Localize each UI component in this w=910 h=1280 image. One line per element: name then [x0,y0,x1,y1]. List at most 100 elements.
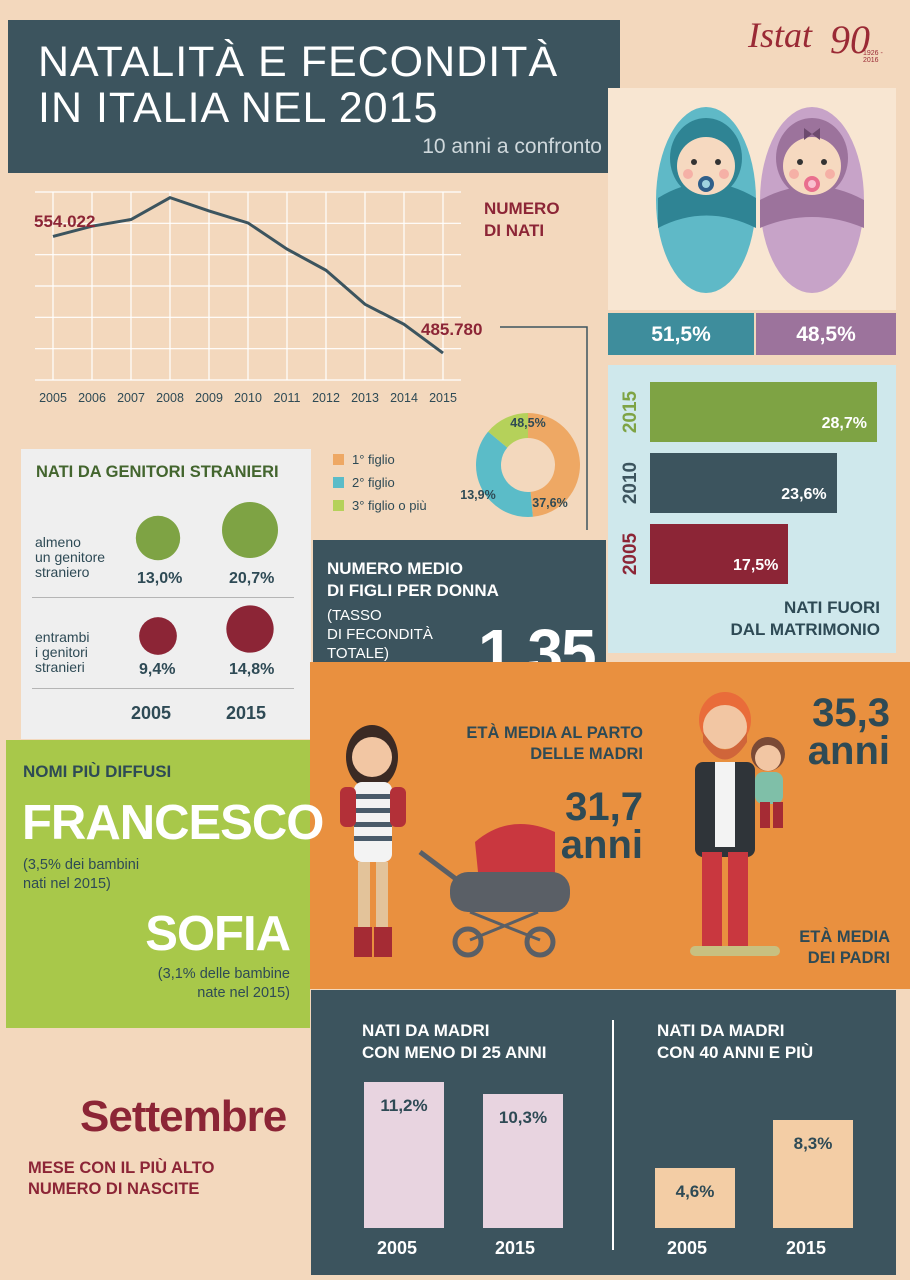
foreign-parents-panel [21,449,311,739]
donut-slice [476,431,533,517]
births-title-line2: DI NATI [484,221,545,240]
x-tick-label: 2006 [78,391,106,405]
fertility-subtitle: (TASSO DI FECONDITÀ TOTALE) [327,607,433,662]
donut-slice-label: 48,5% [510,416,545,430]
donut-slice-label: 13,9% [460,488,495,502]
foreign-row2-2015-value: 14,8% [229,661,275,678]
top-girl-name-note: (3,1% delle bambine nate nel 2015) [157,966,290,1001]
foreign-row1-label: almeno un genitore straniero [35,534,106,580]
wedlock-year-2005: 2005 [620,532,641,576]
male-share-bar: 51,5% [608,313,754,355]
births-chart-title: NUMERO DI NATI [484,198,560,242]
births-title-line1: NUMERO [484,199,560,218]
wedlock-chart-title: NATI FUORI DAL MATRIMONIO [730,598,880,639]
legend-swatch [333,500,344,511]
foreign-bubbles [135,502,278,655]
line-chart-x-ticks: 2005 2006 2007 2008 2009 2010 2011 2012 2013 2014… [39,391,457,405]
parent-age-panel [310,662,910,989]
wedlock-year-2015: 2015 [620,390,641,434]
baby-girl-icon [760,107,864,293]
young-mothers-title: NATI DA MADRI CON MENO DI 25 ANNI [362,1021,547,1062]
fertility-title: NUMERO MEDIO DI FIGLI PER DONNA [327,559,499,600]
bubble-row1-2005 [135,515,181,561]
foreign-divider [32,688,294,689]
foreign-row2-label: entrambi i genitori stranieri [35,629,90,675]
legend-item-first-child: 1° figlio [333,452,395,467]
young-mothers-year-2015: 2015 [495,1238,536,1258]
babies-panel [608,88,896,310]
young-mothers-year-2005: 2005 [377,1238,418,1258]
legend-item-third-child: 3° figlio o più [333,498,427,513]
istat-logo: Istat 90 1926 - 2016 [748,14,898,64]
legend-label: 1° figlio [352,452,395,467]
foreign-row1-2005-value: 13,0% [137,570,183,587]
donut-slice [488,413,528,448]
x-tick-label: 2010 [234,391,262,405]
logo-number: 90 [830,17,870,62]
mothers-divider [612,1020,614,1250]
toddler-icon [751,737,785,828]
line-chart-grid [35,191,461,381]
bubble-row1-2015 [222,502,278,558]
young-mothers-bar-2015: 10,3% [483,1093,563,1228]
top-boy-name-note: (3,5% dei bambini nati nel 2015) [23,857,140,892]
legend-item-second-child: 2° figlio [333,475,395,490]
x-tick-label: 2007 [117,391,145,405]
young-mothers-bar-2005: 11,2% [364,1082,444,1228]
legend-label: 3° figlio o più [352,498,427,513]
bubble-row2-2015 [226,605,274,653]
x-tick-label: 2014 [390,391,418,405]
x-tick-label: 2008 [156,391,184,405]
old-mothers-bar-2005: 4,6% [655,1168,735,1228]
x-tick-label: 2009 [195,391,223,405]
names-title: NOMI PIÙ DIFFUSI [23,762,172,781]
foreign-year-2015: 2015 [226,703,267,723]
father-icon [690,692,780,956]
foreign-divider [32,597,294,598]
old-mothers-bar-2015: 8,3% [773,1119,853,1228]
top-girl-name: SOFIA [145,907,291,961]
wedlock-bar-2010: 23,6% [650,453,837,513]
mother-age-value: 31,7 anni [560,785,643,867]
foreign-parents-title: NATI DA GENITORI STRANIERI [36,463,279,481]
popular-names-panel [6,740,310,1028]
legend-label: 2° figlio [352,475,395,490]
page-title-line1: NATALITÀ E FECONDITÀ [38,38,559,86]
donut-slice [528,413,581,517]
logo-text: Istat [748,15,813,55]
x-tick-label: 2013 [351,391,379,405]
x-tick-label: 2012 [312,391,340,405]
logo-years: 1926 - 2016 [863,50,883,64]
header-banner: NATALITÀ E FECONDITÀ IN ITALIA NEL 2015 … [8,20,620,173]
legend-swatch [333,477,344,488]
x-tick-label: 2015 [429,391,457,405]
legend-swatch [333,454,344,465]
foreign-row2-2005-value: 9,4% [139,661,176,678]
page-subtitle: 10 anni a confronto [422,135,602,158]
father-age-label: ETÀ MEDIA DEI PADRI [799,928,890,967]
wedlock-bar-2005: 17,5% [650,524,789,584]
births-last-data-label: 485.780 [421,320,483,339]
old-mothers-title: NATI DA MADRI CON 40 ANNI E PIÙ [657,1021,814,1062]
birth-order-donut: 48,5% 37,6% 13,9% [460,413,581,517]
foreign-row1-2015-value: 20,7% [229,570,275,587]
babies-illustration [656,107,864,293]
donut-connector-line [500,326,588,530]
x-tick-label: 2005 [39,391,67,405]
parents-illustration [340,692,785,958]
peak-month-note: MESE CON IL PIÙ ALTO NUMERO DI NASCITE [28,1159,215,1198]
mother-icon [340,725,406,957]
wedlock-bar-2015: 28,7% [650,382,877,442]
births-series-line [52,196,444,355]
top-boy-name: FRANCESCO [22,796,324,850]
births-first-data-label: 554.022 [34,212,96,231]
foreign-year-2005: 2005 [131,703,172,723]
page-title-line2: IN ITALIA NEL 2015 [38,84,439,132]
x-tick-label: 2011 [274,391,301,405]
father-age-value: 35,3 anni [807,691,890,773]
peak-month: Settembre [80,1092,287,1141]
old-mothers-year-2005: 2005 [667,1238,708,1258]
donut-slice-label: 37,6% [532,496,567,510]
mother-age-label: ETÀ MEDIA AL PARTO DELLE MADRI [466,724,643,763]
bubble-row2-2005 [139,617,177,655]
